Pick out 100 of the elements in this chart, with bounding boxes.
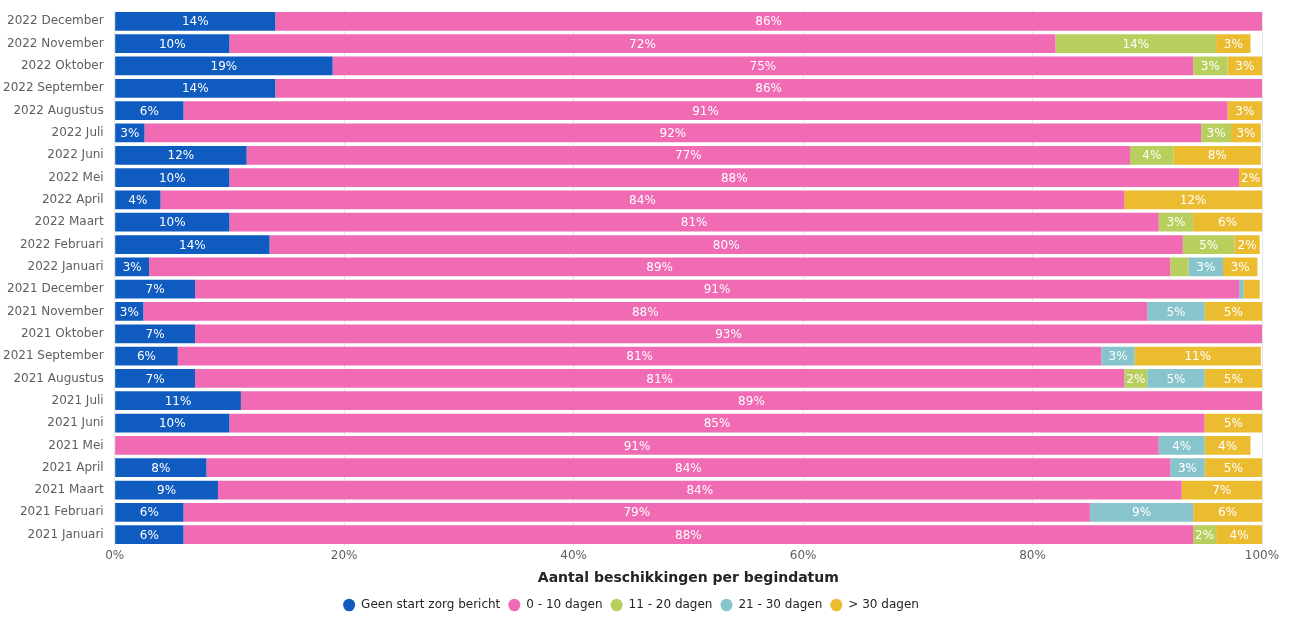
y-tick-label: 2022 Maart xyxy=(34,214,104,229)
data-label: 19% xyxy=(210,59,238,74)
y-tick-label: 2022 November xyxy=(6,35,104,50)
data-label: 6% xyxy=(1218,215,1238,230)
data-label: 3% xyxy=(1235,103,1255,118)
data-label: 14% xyxy=(1122,36,1150,51)
data-label: 10% xyxy=(158,215,186,230)
y-tick-label: 2022 Juli xyxy=(51,125,104,140)
data-label: 3% xyxy=(1200,59,1220,74)
data-label: 5% xyxy=(1166,371,1186,386)
data-label: 8% xyxy=(151,460,171,475)
data-label: 3% xyxy=(1230,259,1250,274)
data-label: 91% xyxy=(623,438,651,453)
legend-label: Geen start zorg bericht xyxy=(361,597,501,612)
y-tick-label: 2021 Juni xyxy=(47,415,104,430)
data-label: 6% xyxy=(139,505,159,520)
data-label: 9% xyxy=(1132,505,1152,520)
y-tick-label: 2021 April xyxy=(41,459,104,474)
data-label: 3% xyxy=(1236,126,1256,141)
data-label: 86% xyxy=(755,14,782,29)
data-label: 10% xyxy=(158,170,186,185)
data-label: 5% xyxy=(1166,304,1186,319)
y-tick-label: 2021 November xyxy=(6,303,104,318)
data-label: 6% xyxy=(136,349,157,364)
data-label: 7% xyxy=(145,371,165,386)
data-label: 3% xyxy=(1108,349,1128,364)
data-label: 5% xyxy=(1223,460,1243,475)
data-label: 3% xyxy=(120,126,140,141)
y-tick-label: 2022 September xyxy=(2,80,104,95)
y-tick-label: 2022 Januari xyxy=(27,258,104,273)
data-label: 3% xyxy=(1196,259,1216,274)
data-label: 92% xyxy=(659,126,687,141)
data-label: 89% xyxy=(738,393,765,408)
x-axis-title: Aantal beschikkingen per begindatum xyxy=(537,569,839,586)
data-label: 79% xyxy=(623,505,651,520)
data-label: 4% xyxy=(1218,438,1238,453)
data-label: 3% xyxy=(122,259,142,274)
data-label: 2% xyxy=(1241,170,1261,185)
legend-label: 11 - 20 dagen xyxy=(628,597,713,612)
x-tick-label: 0% xyxy=(105,548,125,563)
data-label: 5% xyxy=(1223,304,1243,319)
x-tick-label: 20% xyxy=(330,548,358,563)
data-label: 93% xyxy=(715,326,742,341)
x-tick-label: 40% xyxy=(560,548,587,563)
data-label: 7% xyxy=(145,326,165,341)
data-label: 88% xyxy=(631,304,659,319)
data-label: 2% xyxy=(1237,237,1257,252)
data-label: 3% xyxy=(1223,36,1243,51)
data-label: 6% xyxy=(1218,505,1238,520)
data-label: 2% xyxy=(1195,527,1215,542)
y-tick-label: 2022 April xyxy=(41,192,104,207)
data-label: 5% xyxy=(1223,371,1243,386)
data-label: 12% xyxy=(167,148,195,163)
data-label: 84% xyxy=(686,483,714,498)
data-label: 5% xyxy=(1199,237,1219,252)
data-label: 8% xyxy=(1207,148,1227,163)
data-label: 88% xyxy=(675,527,702,542)
data-label: 14% xyxy=(179,237,206,252)
data-label: 2% xyxy=(1126,371,1146,386)
y-tick-label: 2021 Augustus xyxy=(13,370,104,385)
y-tick-label: 2021 Maart xyxy=(34,482,104,497)
data-label: 14% xyxy=(181,14,209,29)
data-label: 88% xyxy=(720,170,748,185)
y-tick-label: 2022 Juni xyxy=(47,147,104,162)
data-label: 91% xyxy=(692,103,719,118)
y-tick-label: 2021 Juli xyxy=(51,392,104,407)
y-tick-label: 2022 Oktober xyxy=(20,58,104,73)
y-tick-label: 2022 Mei xyxy=(48,169,104,184)
legend-label: 0 - 10 dagen xyxy=(526,597,603,612)
data-label: 12% xyxy=(1179,193,1207,208)
data-label: 85% xyxy=(703,416,731,431)
data-label: 9% xyxy=(157,483,177,498)
data-label: 84% xyxy=(675,460,702,475)
data-label: 5% xyxy=(1223,416,1243,431)
data-label: 3% xyxy=(1166,215,1186,230)
data-label: 77% xyxy=(675,148,702,163)
y-tick-label: 2021 Januari xyxy=(27,526,104,541)
data-label: 10% xyxy=(158,416,186,431)
legend-label: > 30 dagen xyxy=(848,597,919,612)
data-label: 75% xyxy=(749,59,777,74)
data-label: 3% xyxy=(1206,126,1226,141)
data-label: 3% xyxy=(1235,59,1255,74)
data-label: 3% xyxy=(1177,460,1197,475)
data-label: 91% xyxy=(703,282,731,297)
y-tick-label: 2021 Mei xyxy=(48,437,104,452)
y-tick-label: 2022 Augustus xyxy=(13,102,104,117)
data-label: 6% xyxy=(139,103,159,118)
y-tick-label: 2021 December xyxy=(7,281,104,296)
data-label: 4% xyxy=(128,193,148,208)
data-label: 6% xyxy=(139,527,159,542)
data-label: 7% xyxy=(1212,483,1232,498)
y-tick-label: 2021 Februari xyxy=(19,504,104,519)
y-tick-label: 2022 December xyxy=(7,13,104,28)
x-tick-label: 60% xyxy=(789,548,817,563)
data-label: 4% xyxy=(1142,148,1162,163)
y-tick-label: 2021 September xyxy=(2,348,104,363)
data-label: 4% xyxy=(1172,438,1192,453)
data-label: 72% xyxy=(629,36,656,51)
x-tick-label: 80% xyxy=(1019,548,1046,563)
data-label: 81% xyxy=(646,371,673,386)
